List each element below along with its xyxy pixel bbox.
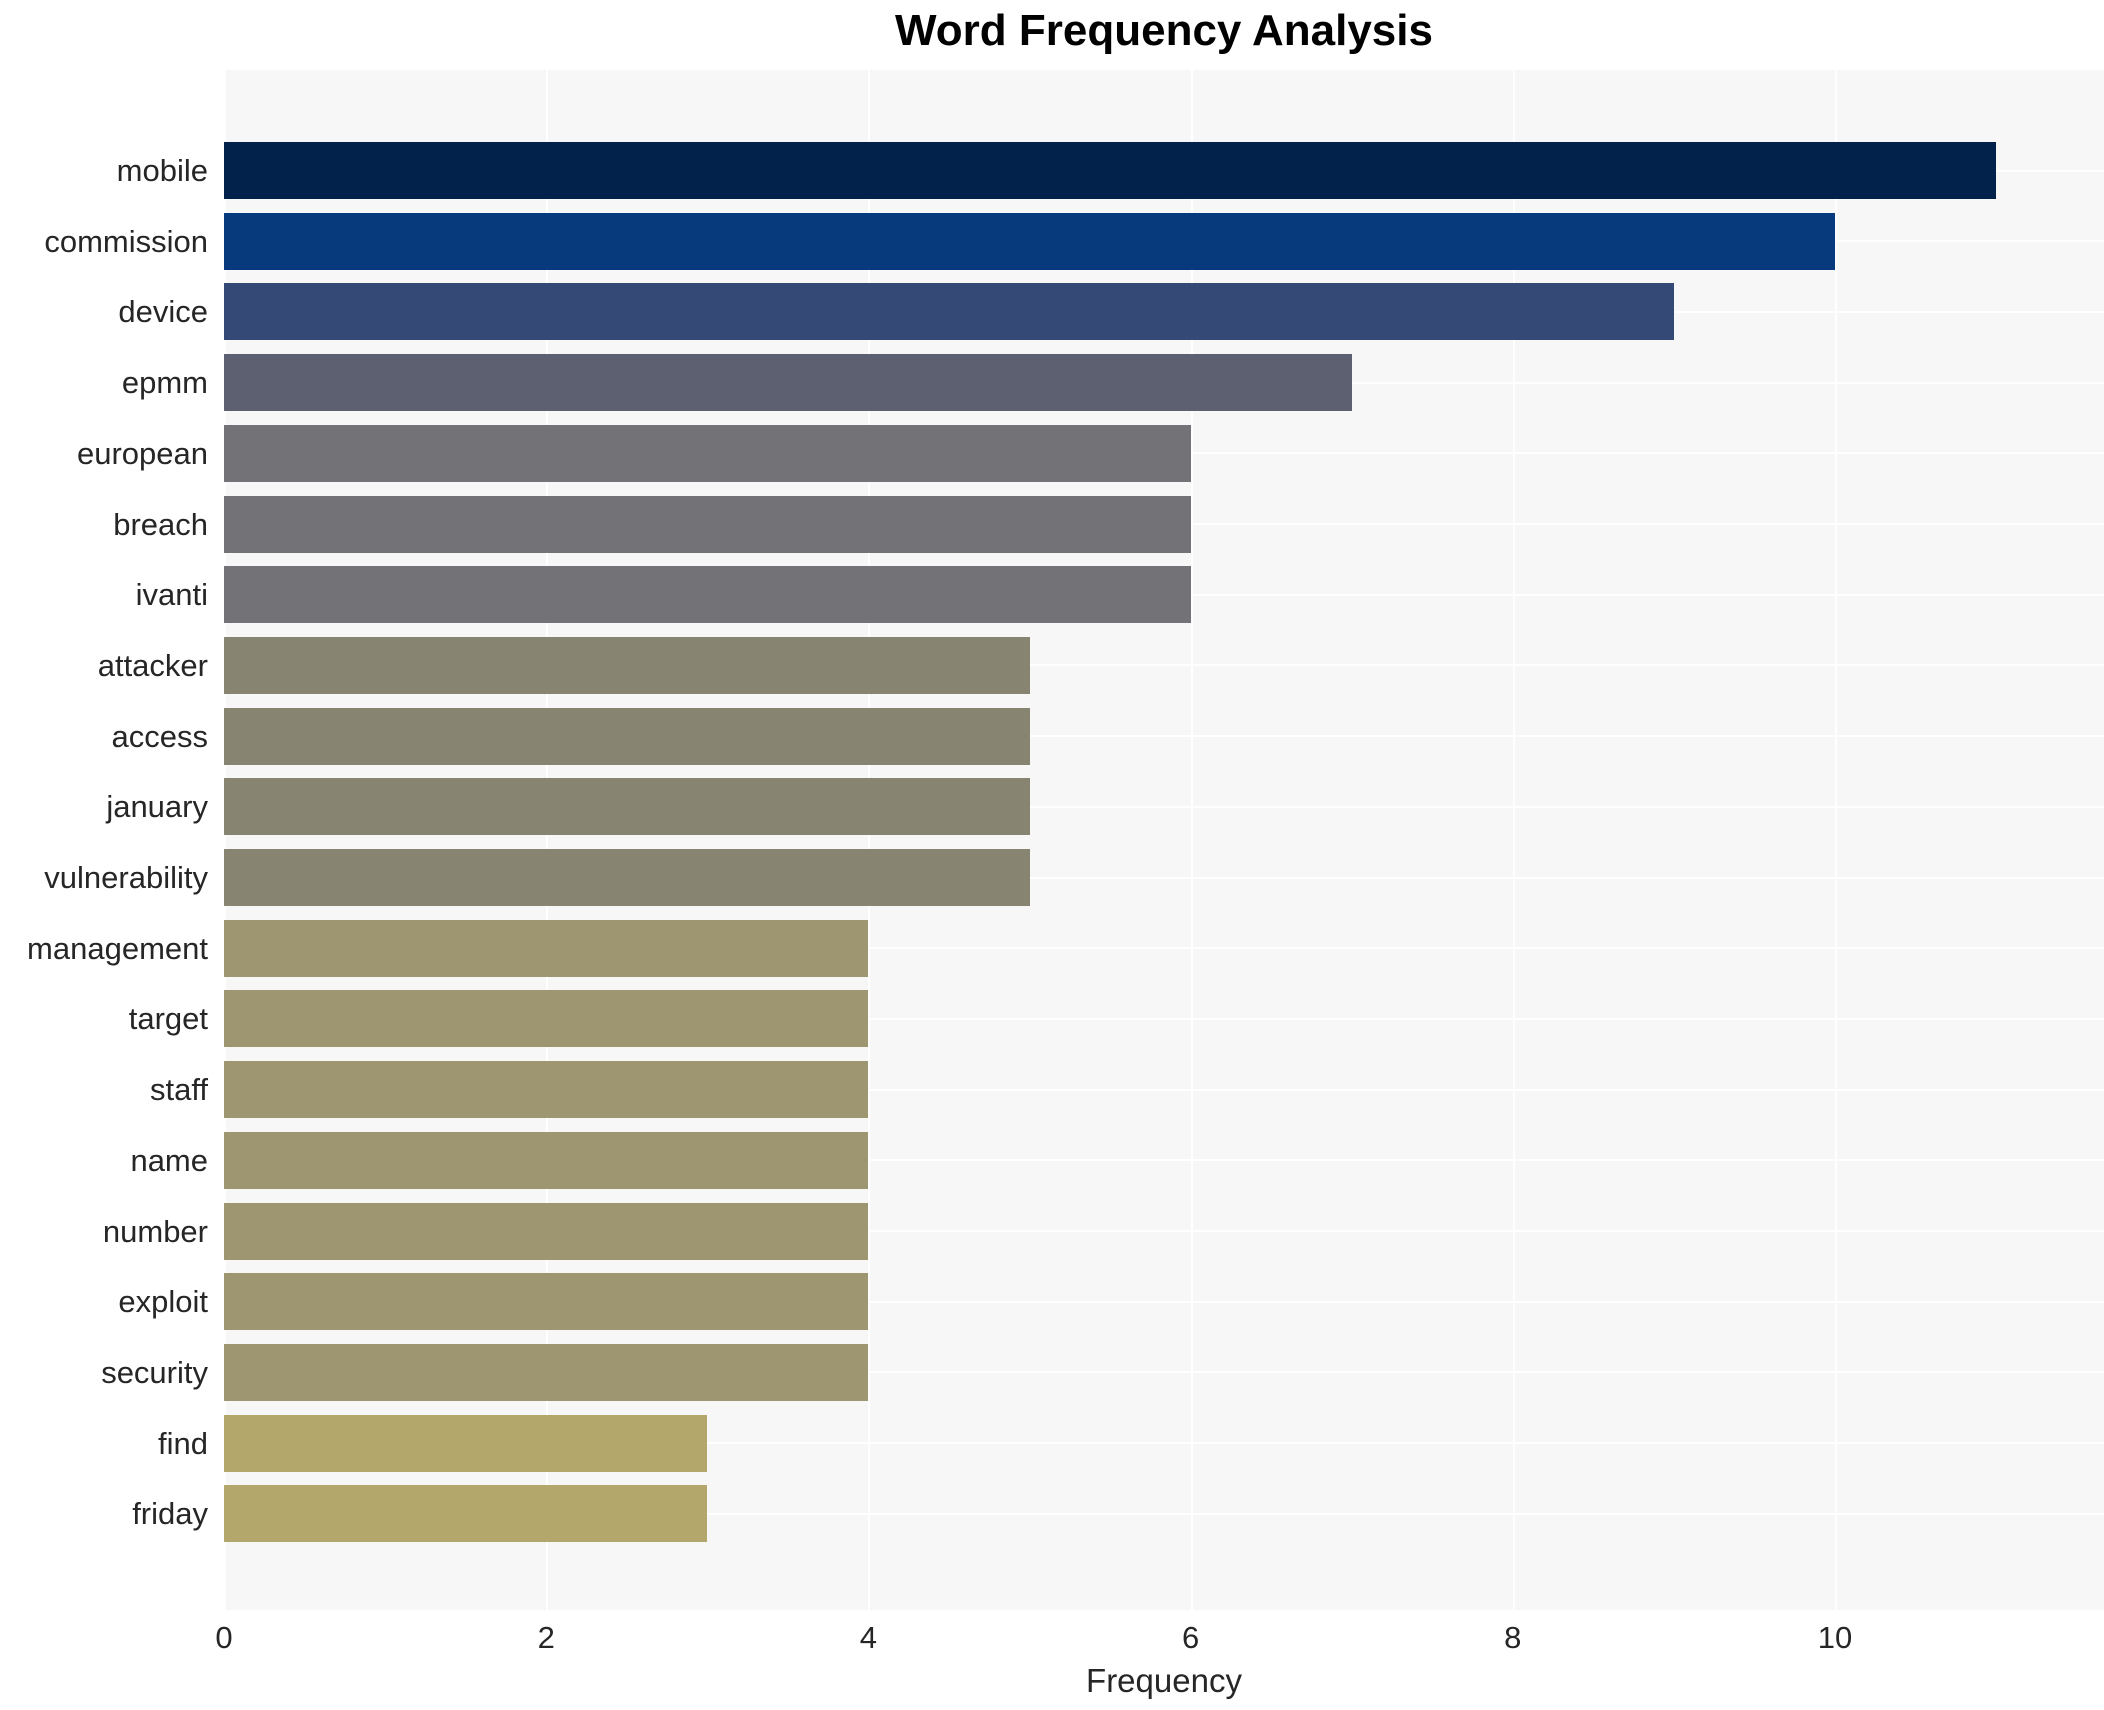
gridline-horizontal: [224, 1017, 2104, 1020]
category-label-vulnerability: vulnerability: [44, 860, 208, 895]
category-label-mobile: mobile: [116, 153, 208, 188]
bar-ivanti: [224, 566, 1191, 624]
gridline-horizontal: [224, 805, 2104, 808]
bar-find: [224, 1414, 708, 1472]
gridline-vertical: [1512, 70, 1515, 1610]
gridline-horizontal: [224, 1512, 2104, 1515]
category-label-european: european: [76, 435, 208, 471]
category-label-commission: commission: [44, 223, 208, 259]
gridline-horizontal: [224, 1230, 2104, 1232]
gridline-vertical: [1835, 70, 1837, 1610]
bar-access: [224, 707, 1030, 765]
gridline-horizontal: [224, 1088, 2104, 1091]
category-label-name: name: [130, 1142, 208, 1178]
bar-european: [224, 424, 1191, 482]
category-label-january: january: [106, 789, 208, 825]
bar-breach: [224, 495, 1191, 553]
x-tick-label: 8: [1504, 1620, 1522, 1655]
bar-january: [224, 778, 1030, 836]
bar-management: [224, 919, 869, 977]
gridline-horizontal: [224, 876, 2104, 879]
category-label-find: find: [158, 1425, 208, 1461]
bar-mobile: [224, 142, 1997, 199]
category-label-attacker: attacker: [97, 647, 208, 683]
gridline-vertical: [224, 70, 226, 1610]
bar-exploit: [224, 1273, 869, 1331]
bar-attacker: [224, 636, 1030, 694]
bar-commission: [224, 212, 1835, 270]
x-tick-label: 2: [537, 1620, 555, 1655]
category-label-epmm: epmm: [121, 365, 208, 401]
category-label-security: security: [101, 1354, 208, 1390]
gridline-horizontal: [224, 1442, 2104, 1445]
category-label-device: device: [118, 294, 208, 330]
bar-device: [224, 283, 1674, 341]
plot-area: [224, 70, 2104, 1610]
bar-friday: [224, 1485, 708, 1543]
category-label-number: number: [102, 1213, 208, 1249]
bar-target: [224, 990, 869, 1048]
gridline-horizontal: [224, 1300, 2104, 1303]
chart-title: Word Frequency Analysis: [895, 6, 1433, 55]
bar-staff: [224, 1061, 869, 1119]
bar-vulnerability: [224, 849, 1030, 906]
bar-epmm: [224, 354, 1352, 412]
category-label-exploit: exploit: [118, 1284, 208, 1320]
x-tick-label: 4: [859, 1620, 878, 1655]
category-label-access: access: [111, 718, 208, 754]
x-tick-label: 0: [215, 1620, 233, 1655]
category-label-management: management: [27, 930, 208, 966]
x-axis-label: Frequency: [1086, 1662, 1242, 1699]
bar-name: [224, 1131, 869, 1189]
gridline-vertical: [1190, 70, 1193, 1610]
category-label-ivanti: ivanti: [135, 577, 208, 613]
bar-number: [224, 1202, 869, 1260]
gridline-vertical: [546, 70, 549, 1610]
category-label-breach: breach: [113, 506, 208, 542]
x-tick-label: 10: [1817, 1620, 1853, 1655]
bar-security: [224, 1343, 869, 1401]
gridline-horizontal: [224, 947, 2104, 950]
gridline-vertical: [868, 70, 871, 1610]
gridline-horizontal: [224, 1159, 2104, 1162]
gridline-horizontal: [224, 1371, 2104, 1374]
category-label-friday: friday: [132, 1496, 208, 1532]
category-label-target: target: [128, 1001, 208, 1037]
x-tick-label: 6: [1181, 1620, 1200, 1655]
gridline-horizontal: [224, 735, 2104, 738]
category-label-staff: staff: [149, 1072, 208, 1108]
gridline-horizontal: [224, 664, 2104, 667]
